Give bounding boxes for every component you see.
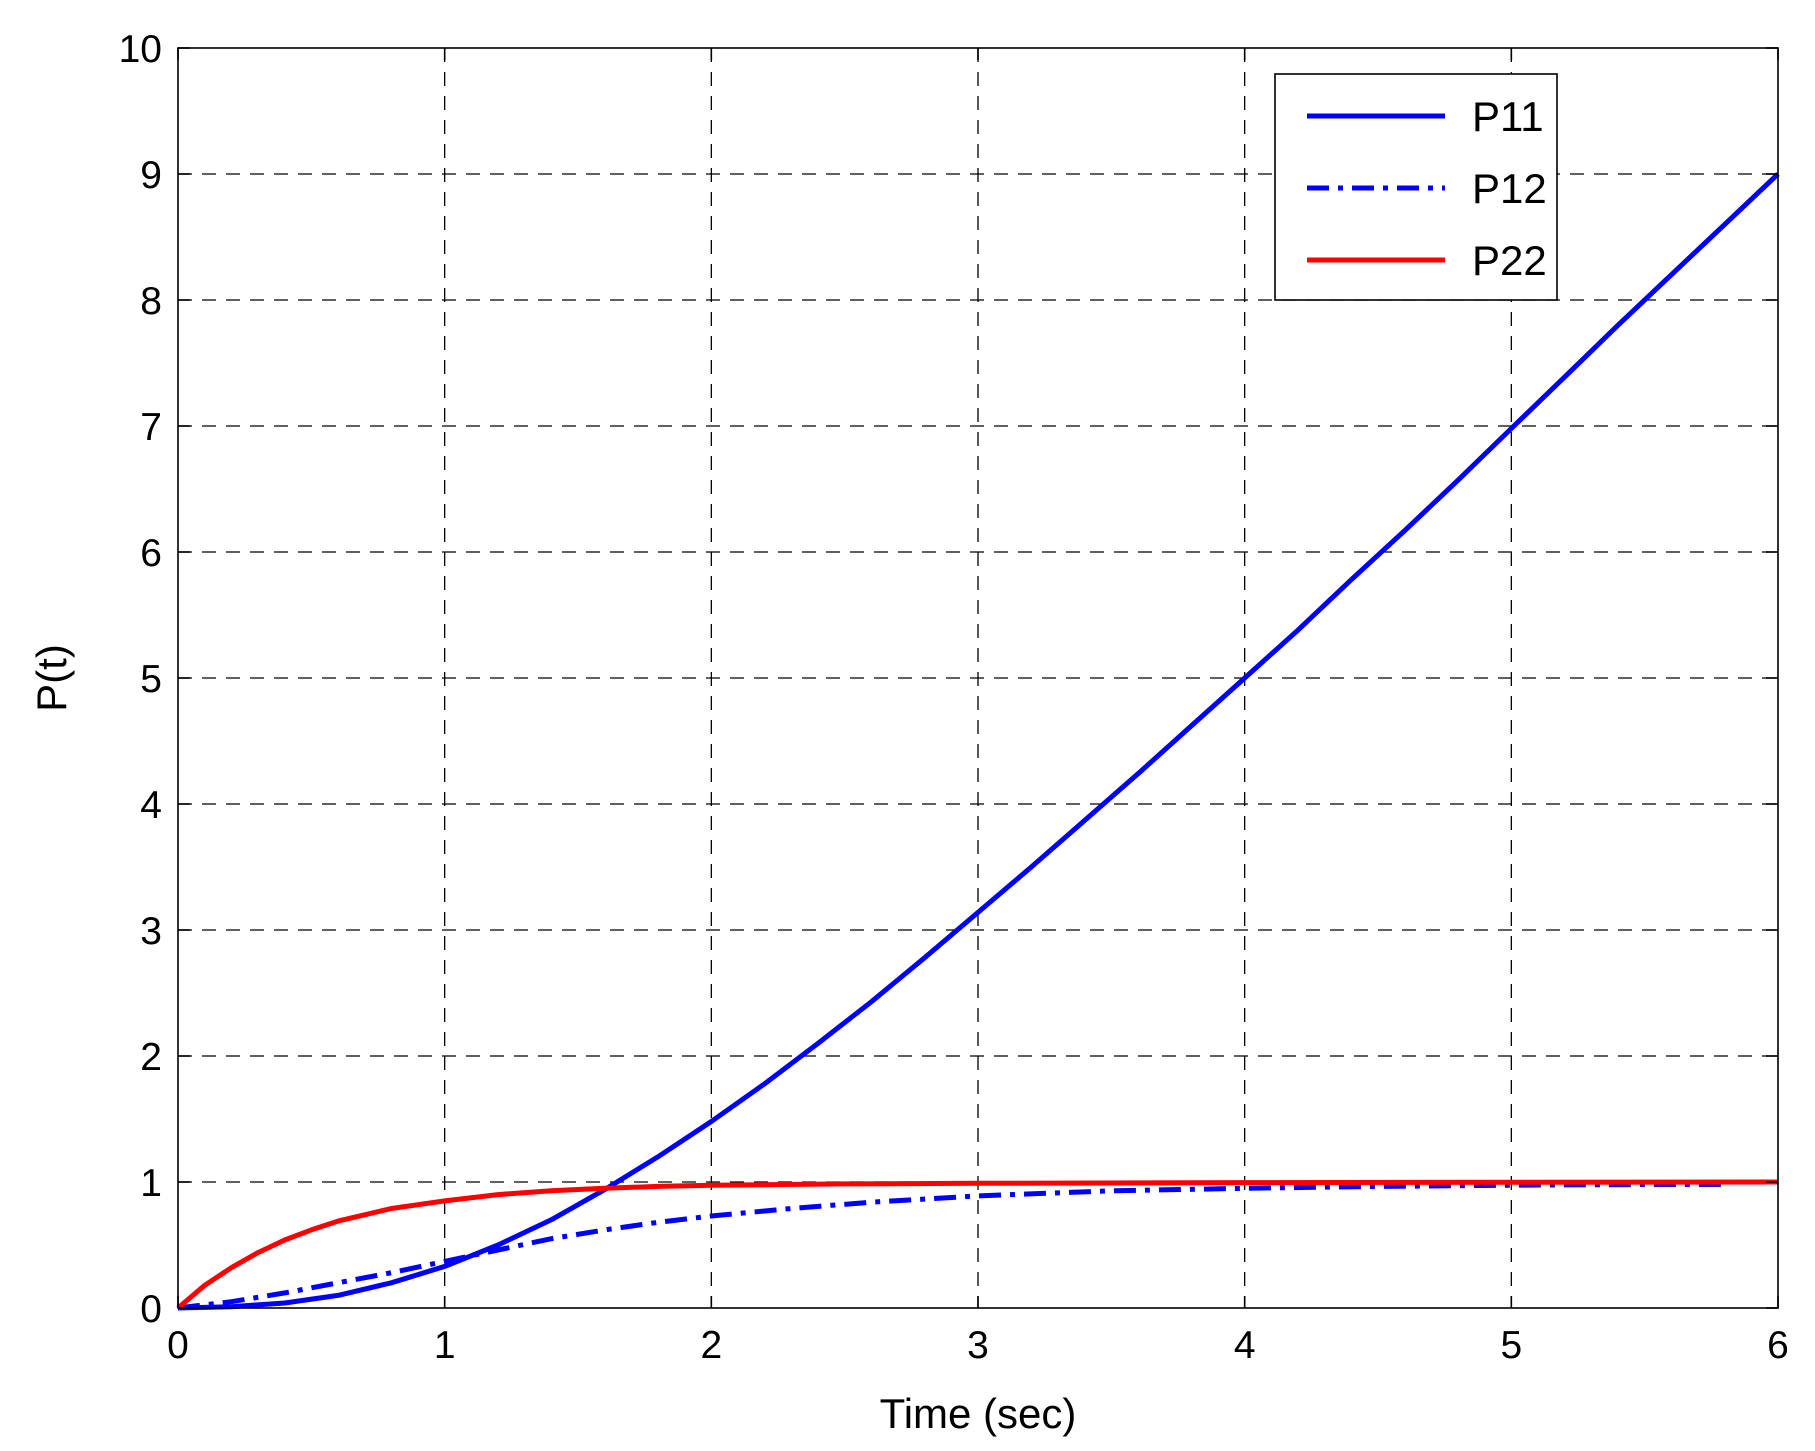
x-tick-label: 4 (1234, 1324, 1256, 1367)
y-tick-label: 2 (140, 1036, 162, 1079)
y-tick-label: 0 (140, 1288, 162, 1331)
y-tick-label: 1 (140, 1162, 162, 1205)
legend-label-p11: P11 (1472, 93, 1544, 140)
y-tick-label: 10 (119, 28, 162, 71)
x-axis-label: Time (sec) (880, 1390, 1077, 1437)
y-tick-label: 7 (140, 406, 162, 449)
y-tick-label: 8 (140, 280, 162, 323)
y-tick-label: 4 (140, 784, 162, 827)
legend-label-p22: P22 (1472, 237, 1547, 284)
legend-label-p12: P12 (1472, 165, 1547, 212)
y-tick-label: 9 (140, 154, 162, 197)
ticks: 0 1 2 3 4 5 6 0 1 2 3 4 5 6 7 8 9 10 (119, 28, 1789, 1367)
x-tick-label: 6 (1767, 1324, 1789, 1367)
series-line-p12 (177, 1182, 1725, 1311)
y-tick-label: 3 (140, 910, 162, 953)
x-tick-label: 3 (967, 1324, 989, 1367)
x-tick-label: 2 (700, 1324, 722, 1367)
x-tick-label: 0 (167, 1324, 189, 1367)
series-line-p22 (176, 1179, 1779, 1310)
y-tick-label: 5 (140, 658, 162, 701)
series-layer (176, 172, 1780, 1311)
series-line-p11 (177, 172, 1780, 1311)
legend: P11 P12 P22 (1274, 73, 1558, 301)
y-tick-label: 6 (140, 532, 162, 575)
x-tick-label: 1 (434, 1324, 456, 1367)
y-axis-label: P(t) (28, 644, 75, 712)
x-tick-label: 5 (1500, 1324, 1522, 1367)
